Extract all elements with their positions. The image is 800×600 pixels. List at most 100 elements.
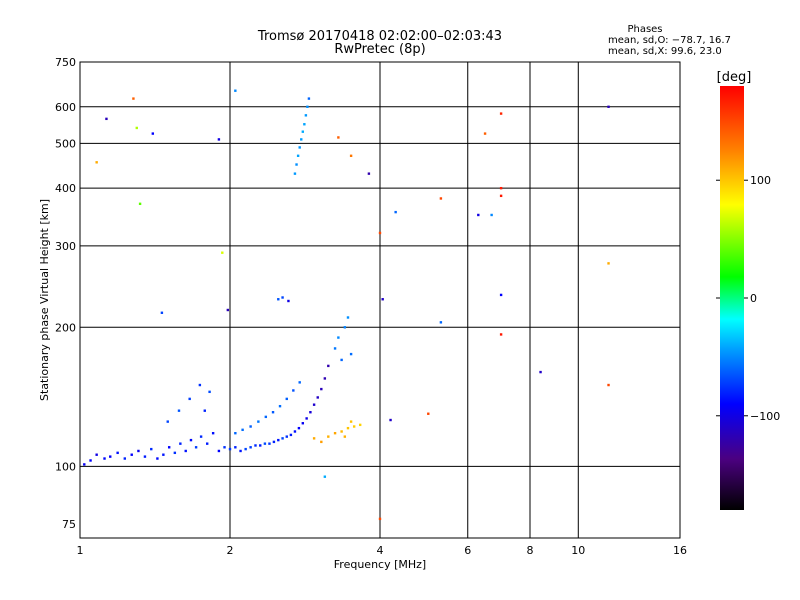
data-point xyxy=(323,475,327,478)
data-point xyxy=(105,117,108,121)
data-point xyxy=(304,114,308,117)
x-tick-label: 6 xyxy=(464,544,471,557)
colorbar-unit: [deg] xyxy=(717,70,752,85)
data-point xyxy=(307,97,311,100)
data-point xyxy=(132,97,135,100)
data-point xyxy=(150,447,153,451)
data-point xyxy=(156,457,159,460)
data-point xyxy=(389,418,392,422)
data-point xyxy=(298,381,301,384)
data-point xyxy=(194,446,198,449)
y-tick-label: 100 xyxy=(55,460,76,473)
data-point xyxy=(205,442,209,445)
data-point xyxy=(278,404,282,408)
data-point xyxy=(281,437,284,440)
data-point xyxy=(499,112,503,115)
data-point xyxy=(221,251,224,254)
y-tick-label: 400 xyxy=(55,182,76,195)
data-point xyxy=(123,457,126,460)
y-tick-label: 75 xyxy=(62,518,76,531)
data-point xyxy=(285,397,288,401)
x-tick-label: 16 xyxy=(673,544,687,557)
data-point xyxy=(490,213,493,217)
data-point xyxy=(184,449,187,453)
data-point xyxy=(89,459,92,462)
data-point xyxy=(367,172,371,175)
colorbar-tick-label: 100 xyxy=(750,174,771,187)
data-point xyxy=(301,422,305,425)
data-point xyxy=(316,396,319,399)
data-point xyxy=(95,453,98,456)
data-point xyxy=(271,411,275,414)
data-point xyxy=(499,293,503,297)
data-point xyxy=(277,438,280,442)
y-axis-label: Stationary phase Virtual Height [km] xyxy=(38,199,51,401)
data-point xyxy=(346,316,350,319)
data-point xyxy=(138,202,142,206)
data-point xyxy=(607,383,610,387)
data-point xyxy=(177,409,181,412)
colorbar-tick-label: 0 xyxy=(750,292,757,305)
y-tick-label: 300 xyxy=(55,240,76,253)
data-point xyxy=(217,449,221,453)
data-point xyxy=(394,210,397,214)
data-point xyxy=(249,446,252,449)
data-point xyxy=(340,358,343,362)
data-point xyxy=(439,197,443,200)
data-point xyxy=(130,453,133,456)
data-point xyxy=(607,105,610,108)
y-axis-ticks: 75 100 200 300 400 500 600 750 xyxy=(55,56,76,531)
data-point xyxy=(483,132,487,135)
data-point xyxy=(103,457,106,460)
data-point xyxy=(477,213,480,217)
x-tick-label: 1 xyxy=(77,544,84,557)
data-point xyxy=(162,453,165,456)
data-point xyxy=(223,446,226,449)
data-point xyxy=(337,336,340,339)
data-point xyxy=(320,387,323,391)
data-point xyxy=(211,431,215,435)
data-point xyxy=(198,383,202,387)
data-point xyxy=(166,420,169,423)
data-point xyxy=(439,321,443,324)
data-point xyxy=(301,130,305,133)
data-point xyxy=(300,138,303,141)
data-point xyxy=(327,435,330,438)
data-point xyxy=(292,389,295,392)
phases-label: Phases xyxy=(627,24,662,35)
data-point xyxy=(333,347,337,350)
data-point xyxy=(259,444,262,447)
x-tick-label: 8 xyxy=(527,544,534,557)
data-point xyxy=(427,412,430,415)
data-point xyxy=(296,154,300,158)
data-point xyxy=(349,154,353,158)
data-point xyxy=(327,364,330,368)
colorbar-tick-label: −100 xyxy=(750,410,780,423)
data-point xyxy=(287,299,290,303)
data-point xyxy=(293,172,297,175)
data-point xyxy=(244,447,247,451)
data-point xyxy=(234,431,237,435)
data-point xyxy=(234,89,237,92)
data-point xyxy=(217,138,221,141)
data-point xyxy=(203,409,206,412)
data-point xyxy=(143,455,147,458)
data-point xyxy=(358,423,362,427)
data-point xyxy=(340,430,343,433)
phases-mean-o: mean, sd,O: −78.7, 16.7 xyxy=(608,35,731,46)
data-point xyxy=(539,370,542,374)
data-point xyxy=(306,105,309,108)
data-point xyxy=(295,163,298,166)
data-point xyxy=(249,425,252,428)
data-point xyxy=(241,428,244,432)
data-point xyxy=(499,194,503,198)
data-point xyxy=(189,438,193,442)
data-point xyxy=(95,161,98,164)
data-point xyxy=(83,463,86,466)
colorbar-ticks: 100 0 −100 xyxy=(716,174,780,423)
x-tick-label: 2 xyxy=(227,544,234,557)
y-tick-label: 600 xyxy=(55,101,76,114)
data-point xyxy=(305,417,308,420)
data-point xyxy=(234,446,237,449)
